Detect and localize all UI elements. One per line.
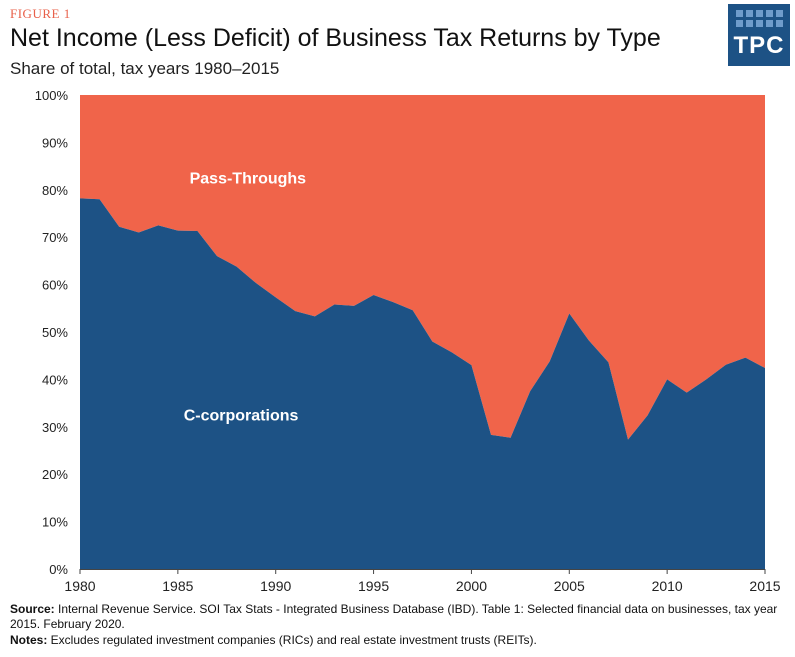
area-labels: Pass-Throughs C-corporations — [184, 171, 306, 425]
y-tick-label: 30% — [42, 420, 68, 435]
tpc-logo-text: TPC — [733, 32, 785, 59]
x-tick-label: 1980 — [64, 578, 95, 594]
x-tick-label: 2010 — [652, 578, 683, 594]
x-tick-label: 2005 — [554, 578, 585, 594]
c-corporations-label: C-corporations — [184, 408, 299, 425]
y-axis: 0% 10% 20% 30% 40% 50% 60% 70% 80% 90% 100% — [35, 88, 69, 577]
x-tick-label: 1990 — [260, 578, 291, 594]
c-corporations-area — [80, 198, 765, 569]
x-tick-label: 2000 — [456, 578, 487, 594]
y-tick-label: 100% — [35, 88, 69, 103]
pass-throughs-area — [80, 95, 765, 440]
x-tick-label: 1995 — [358, 578, 389, 594]
notes-text: Excludes regulated investment companies … — [47, 633, 537, 647]
area-chart: 0%10%20%30%40%50%60%70%80%90%100% 1980 19… — [35, 88, 781, 594]
source-note: Source: Internal Revenue Service. SOI Ta… — [10, 602, 785, 632]
y-tick-label: 20% — [42, 467, 68, 482]
notes-label: Notes: — [10, 633, 48, 647]
x-tick-label: 2015 — [749, 578, 780, 594]
tpc-logo: TPC — [728, 4, 790, 66]
source-text: Internal Revenue Service. SOI Tax Stats … — [10, 602, 778, 631]
y-tick-label: 90% — [42, 135, 68, 150]
tpc-grid-logo-icon — [736, 10, 783, 30]
notes: Notes: Excludes regulated investment com… — [10, 633, 785, 648]
y-tick-label: 60% — [42, 278, 68, 293]
pass-throughs-label: Pass-Throughs — [190, 171, 307, 188]
x-tick-label: 1985 — [162, 578, 193, 594]
figure-label: FIGURE 1 — [10, 6, 71, 21]
y-tick-label: 40% — [42, 372, 68, 387]
chart-areas — [80, 95, 765, 569]
y-tick-label: 50% — [42, 325, 68, 340]
y-tick-label: 10% — [42, 515, 68, 530]
y-tick-label: 0% — [49, 562, 68, 577]
y-tick-label: 70% — [42, 230, 68, 245]
x-axis: 1980 1985 1990 1995 2000 2005 2010 2015 — [64, 569, 781, 594]
chart-title: Net Income (Less Deficit) of Business Ta… — [10, 24, 661, 52]
source-label: Source: — [10, 602, 55, 616]
chart-subtitle: Share of total, tax years 1980–2015 — [10, 59, 280, 78]
y-tick-label: 80% — [42, 183, 68, 198]
